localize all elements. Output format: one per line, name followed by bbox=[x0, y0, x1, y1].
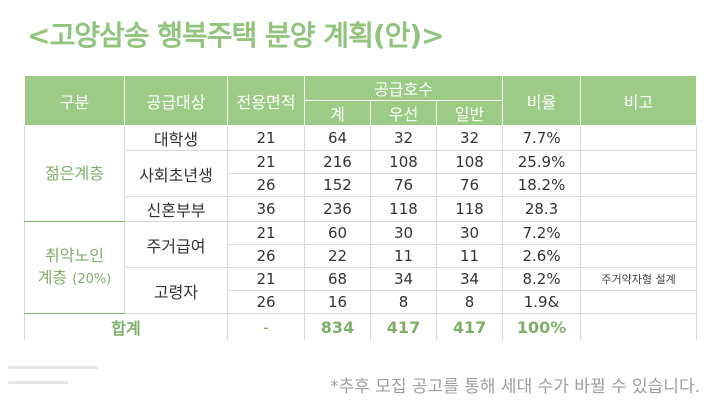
ratio-cell: 2.6% bbox=[502, 244, 582, 268]
remark-cell bbox=[580, 290, 698, 314]
priority-cell: 34 bbox=[370, 267, 437, 291]
total-cell: 22 bbox=[304, 244, 371, 268]
total-row: 합계 - 834 417 417 100% bbox=[24, 313, 698, 340]
remark-cell: 주거약자형 설계 bbox=[580, 267, 698, 291]
priority-cell: 8 bbox=[370, 290, 437, 314]
general-cell: 11 bbox=[435, 244, 504, 268]
group-vulnerable-line2: 계층 bbox=[37, 267, 68, 287]
total-area: - bbox=[227, 313, 305, 340]
header-row: 구분 공급대상 전용면적 공급호수 비율 비고 bbox=[24, 75, 698, 126]
area-cell: 21 bbox=[227, 221, 305, 245]
remark-cell bbox=[580, 150, 698, 174]
remark-cell bbox=[580, 173, 698, 197]
header-area: 전용면적 bbox=[227, 75, 305, 126]
area-cell: 26 bbox=[227, 173, 305, 197]
group-vulnerable-line1: 취약노인 bbox=[45, 245, 104, 265]
table-row: 26 22 11 11 2.6% bbox=[25, 244, 698, 268]
area-cell: 21 bbox=[227, 150, 305, 174]
area-cell: 21 bbox=[227, 267, 305, 291]
area-cell: 36 bbox=[227, 196, 305, 222]
header-supply-general: 일반 bbox=[435, 100, 504, 126]
remark-cell bbox=[580, 244, 698, 268]
decorative-line bbox=[8, 366, 98, 369]
footnote: *추후 모집 공고를 통해 세대 수가 바뀔 수 있습니다. bbox=[330, 377, 700, 397]
table-row: 26 16 8 8 1.9& bbox=[25, 290, 698, 314]
total-cell: 60 bbox=[304, 221, 371, 245]
header-subrow: 계 우선 일반 bbox=[25, 100, 697, 126]
total-label: 합계 bbox=[24, 313, 228, 340]
header-remarks: 비고 bbox=[580, 75, 698, 126]
total-cell: 68 bbox=[304, 267, 371, 291]
general-cell: 76 bbox=[435, 173, 504, 197]
general-cell: 30 bbox=[435, 221, 504, 245]
header-ratio: 비율 bbox=[502, 75, 582, 126]
priority-cell: 76 bbox=[370, 173, 437, 197]
total-cell: 216 bbox=[304, 150, 371, 174]
group-vulnerable: 취약노인 계층 (20%) bbox=[24, 221, 125, 314]
target-cell: 주거급여 bbox=[124, 221, 228, 268]
table-row: 젊은계층 대학생 21 64 32 32 7.7% bbox=[24, 125, 698, 222]
total-cell: 64 bbox=[304, 125, 371, 151]
total-cell: 152 bbox=[304, 173, 371, 197]
header-supply: 공급호수 bbox=[303, 75, 504, 101]
page-title: <고양삼송 행복주택 분양 계획(안)> bbox=[27, 19, 445, 52]
ratio-cell: 18.2% bbox=[502, 173, 582, 197]
group-youth: 젊은계층 bbox=[24, 125, 125, 222]
area-cell: 21 bbox=[227, 125, 305, 151]
remark-cell bbox=[580, 125, 698, 151]
ratio-cell: 7.2% bbox=[502, 221, 582, 245]
ratio-cell: 8.2% bbox=[502, 267, 582, 291]
priority-cell: 32 bbox=[370, 125, 437, 151]
total-ratio: 100% bbox=[502, 313, 582, 340]
ratio-cell: 25.9% bbox=[502, 150, 582, 174]
ratio-cell: 28.3 bbox=[502, 196, 582, 222]
target-cell: 신혼부부 bbox=[124, 196, 228, 222]
area-cell: 26 bbox=[227, 244, 305, 268]
table-row: 고령자 21 68 34 34 8.2% 주거약자형 설계 bbox=[25, 267, 698, 314]
decorative-line bbox=[8, 381, 68, 384]
general-cell: 32 bbox=[435, 125, 504, 151]
supply-table: 구분 공급대상 전용면적 공급호수 비율 비고 계 우선 일반 젊은계층 대학생… bbox=[24, 75, 698, 340]
total-sum: 834 bbox=[304, 313, 371, 340]
general-cell: 34 bbox=[435, 267, 504, 291]
priority-cell: 118 bbox=[370, 196, 437, 222]
remark-cell bbox=[580, 196, 698, 222]
header-supply-priority: 우선 bbox=[370, 100, 437, 126]
target-cell: 사회초년생 bbox=[124, 150, 228, 197]
header-category: 구분 bbox=[24, 75, 125, 126]
target-cell: 고령자 bbox=[124, 267, 228, 314]
total-remark bbox=[580, 313, 698, 340]
priority-cell: 11 bbox=[370, 244, 437, 268]
total-cell: 236 bbox=[304, 196, 371, 222]
group-vulnerable-pct: (20%) bbox=[72, 271, 112, 287]
general-cell: 118 bbox=[435, 196, 504, 222]
ratio-cell: 1.9& bbox=[502, 290, 582, 314]
total-general: 417 bbox=[435, 313, 504, 340]
header-supply-total: 계 bbox=[304, 100, 371, 126]
table-row: 사회초년생 21 216 108 108 25.9% bbox=[25, 150, 698, 197]
area-cell: 26 bbox=[227, 290, 305, 314]
priority-cell: 108 bbox=[370, 150, 437, 174]
header-target: 공급대상 bbox=[124, 75, 228, 126]
table-row: 신혼부부 36 236 118 118 28.3 bbox=[25, 196, 698, 222]
priority-cell: 30 bbox=[370, 221, 437, 245]
ratio-cell: 7.7% bbox=[502, 125, 582, 151]
target-cell: 대학생 bbox=[124, 125, 228, 151]
general-cell: 8 bbox=[435, 290, 504, 314]
table-row: 취약노인 계층 (20%) 주거급여 21 60 30 30 7.2% bbox=[24, 221, 698, 314]
total-priority: 417 bbox=[370, 313, 437, 340]
supply-table-container: 구분 공급대상 전용면적 공급호수 비율 비고 계 우선 일반 젊은계층 대학생… bbox=[24, 75, 698, 340]
remark-cell bbox=[580, 221, 698, 245]
table-row: 26 152 76 76 18.2% bbox=[25, 173, 698, 197]
total-cell: 16 bbox=[304, 290, 371, 314]
general-cell: 108 bbox=[435, 150, 504, 174]
